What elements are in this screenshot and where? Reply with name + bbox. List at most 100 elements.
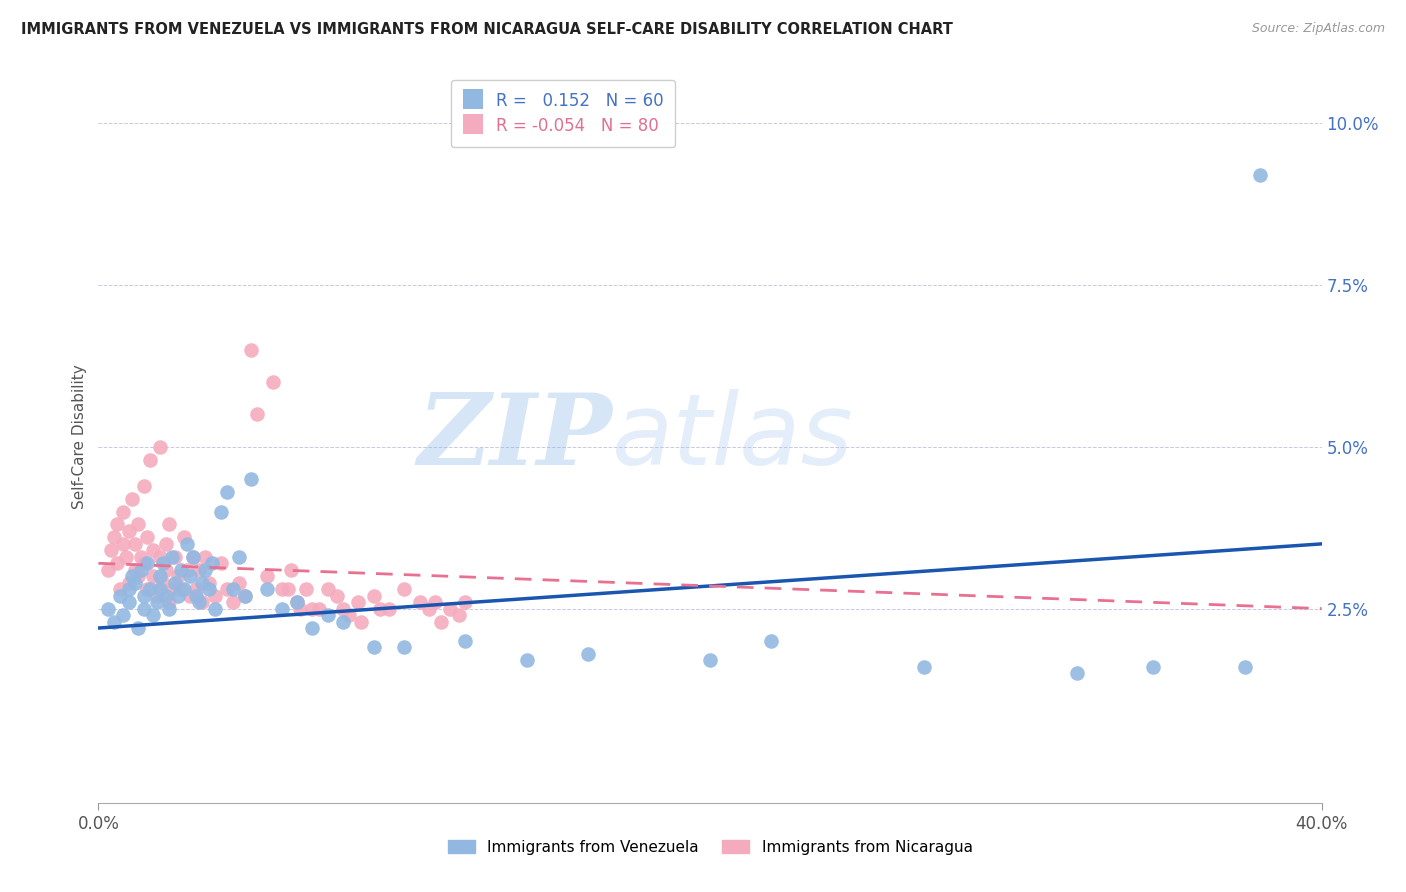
Point — [160, 582, 183, 597]
Point — [368, 601, 391, 615]
Point — [124, 537, 146, 551]
Point — [134, 589, 156, 603]
Point — [149, 440, 172, 454]
Point — [149, 549, 172, 564]
Text: IMMIGRANTS FROM VENEZUELA VS IMMIGRANTS FROM NICARAGUA SELF-CARE DISABILITY CORR: IMMIGRANTS FROM VENEZUELA VS IMMIGRANTS … — [21, 22, 953, 37]
Point — [136, 582, 159, 597]
Point — [111, 504, 134, 518]
Point — [155, 563, 177, 577]
Point — [228, 549, 250, 564]
Point — [127, 517, 149, 532]
Point — [186, 589, 208, 603]
Point — [145, 589, 167, 603]
Point — [179, 589, 201, 603]
Point — [204, 601, 226, 615]
Point — [418, 601, 440, 615]
Point — [105, 557, 128, 571]
Point — [301, 601, 323, 615]
Point — [200, 557, 222, 571]
Point — [105, 517, 128, 532]
Point — [280, 563, 302, 577]
Point — [152, 575, 174, 590]
Point — [301, 621, 323, 635]
Point — [97, 563, 120, 577]
Point — [197, 575, 219, 590]
Text: ZIP: ZIP — [418, 389, 612, 485]
Point — [363, 589, 385, 603]
Point — [134, 478, 156, 492]
Point — [129, 549, 152, 564]
Point — [430, 615, 453, 629]
Point — [233, 589, 256, 603]
Point — [121, 491, 143, 506]
Point — [124, 575, 146, 590]
Point — [262, 375, 284, 389]
Point — [139, 582, 162, 597]
Text: Source: ZipAtlas.com: Source: ZipAtlas.com — [1251, 22, 1385, 36]
Point — [209, 557, 232, 571]
Point — [108, 589, 131, 603]
Point — [233, 589, 256, 603]
Point — [142, 543, 165, 558]
Point — [439, 601, 461, 615]
Point — [179, 569, 201, 583]
Point — [449, 608, 471, 623]
Point — [392, 640, 416, 655]
Point — [392, 582, 416, 597]
Point — [222, 582, 245, 597]
Point — [285, 595, 308, 609]
Point — [103, 530, 125, 544]
Point — [240, 472, 263, 486]
Point — [149, 582, 172, 597]
Point — [1142, 660, 1164, 674]
Point — [308, 601, 330, 615]
Point — [108, 582, 131, 597]
Point — [170, 563, 193, 577]
Point — [516, 653, 538, 667]
Point — [1249, 168, 1271, 182]
Point — [157, 601, 180, 615]
Point — [215, 582, 238, 597]
Point — [454, 595, 477, 609]
Point — [136, 530, 159, 544]
Point — [408, 595, 430, 609]
Point — [176, 563, 198, 577]
Point — [1066, 666, 1088, 681]
Point — [181, 549, 204, 564]
Point — [127, 569, 149, 583]
Point — [363, 640, 385, 655]
Point — [316, 582, 339, 597]
Point — [134, 557, 156, 571]
Point — [181, 549, 204, 564]
Point — [222, 595, 245, 609]
Point — [139, 452, 162, 467]
Point — [167, 589, 190, 603]
Point — [316, 608, 339, 623]
Point — [118, 524, 141, 538]
Point — [142, 608, 165, 623]
Point — [197, 582, 219, 597]
Point — [100, 543, 122, 558]
Point — [191, 575, 214, 590]
Point — [194, 563, 217, 577]
Point — [163, 575, 186, 590]
Point — [290, 601, 312, 615]
Point — [191, 595, 214, 609]
Point — [204, 589, 226, 603]
Point — [1234, 660, 1257, 674]
Point — [145, 595, 167, 609]
Point — [576, 647, 599, 661]
Point — [228, 575, 250, 590]
Point — [167, 569, 190, 583]
Point — [423, 595, 446, 609]
Point — [186, 582, 208, 597]
Point — [121, 569, 143, 583]
Point — [173, 582, 195, 597]
Point — [240, 343, 263, 357]
Point — [277, 582, 299, 597]
Point — [149, 569, 172, 583]
Point — [347, 595, 370, 609]
Point — [111, 608, 134, 623]
Point — [256, 569, 278, 583]
Point — [170, 582, 193, 597]
